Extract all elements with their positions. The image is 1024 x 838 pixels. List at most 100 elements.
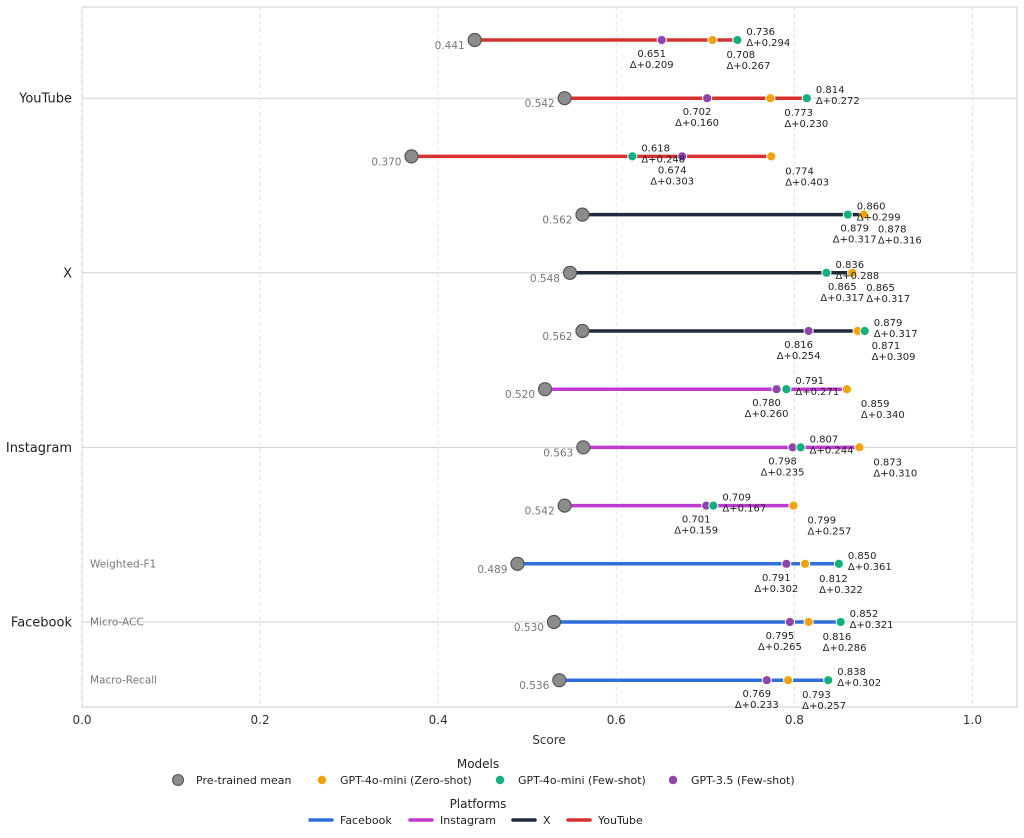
x-axis: 0.0 0.2 0.4 0.6 0.8 1.0 <box>72 713 982 727</box>
zero-shot-delta-label: Δ+0.403 <box>785 177 829 188</box>
zero-shot-delta-label: Δ+0.286 <box>823 643 867 654</box>
metric-label: Macro-Recall <box>90 675 157 687</box>
few-shot-point <box>795 442 806 453</box>
metric-label: Micro-ACC <box>90 617 144 629</box>
pretrained-value-label: 0.542 <box>525 506 555 518</box>
legend-models-title: Models <box>457 757 499 771</box>
zero-shot-value-label: 0.859 <box>861 399 890 410</box>
legend: Models Pre-trained mean GPT-4o-mini (Zero-… <box>171 757 795 827</box>
zero-shot-value-label: 0.871 <box>872 341 901 352</box>
zero-shot-point <box>803 616 814 628</box>
few-shot-value-label: 0.860 <box>857 202 886 213</box>
zero-shot-delta-label: Δ+0.322 <box>819 585 863 596</box>
gpt35-value-label: 0.798 <box>768 456 797 467</box>
gpt35-value-label: 0.816 <box>784 340 813 351</box>
zero-shot-point <box>707 34 718 46</box>
x-axis-label: Score <box>532 733 566 747</box>
zero-shot-delta-label: Δ+0.310 <box>873 468 917 479</box>
zero-shot-point <box>765 93 776 104</box>
few-shot-point <box>823 675 834 686</box>
zero-shot-point <box>783 675 794 686</box>
gpt35-delta-label: Δ+0.160 <box>675 118 719 129</box>
x-tick-label: 0.0 <box>72 713 91 727</box>
zero-shot-value-label: 0.793 <box>802 690 831 701</box>
pretrained-point <box>557 498 572 513</box>
y-category-label: X <box>63 266 72 281</box>
gpt35-value-label: 0.702 <box>683 107 712 118</box>
zero-shot-value-label: 0.865 <box>866 283 895 294</box>
gpt35-value-label: 0.674 <box>658 165 687 176</box>
zero-shot-point <box>858 209 869 220</box>
few-shot-delta-label: Δ+0.302 <box>837 678 881 689</box>
few-shot-delta-label: Δ+0.167 <box>722 504 766 515</box>
few-shot-value-label: 0.814 <box>816 85 845 96</box>
x-tick-label: 0.2 <box>251 713 270 727</box>
pretrained-point <box>510 556 525 571</box>
zero-shot-delta-label: Δ+0.257 <box>807 527 851 538</box>
few-shot-delta-label: Δ+0.271 <box>795 387 839 398</box>
pretrained-point <box>537 382 553 397</box>
few-shot-point <box>835 616 846 628</box>
zero-shot-value-label: 0.799 <box>807 516 836 527</box>
pretrained-value-label: 0.562 <box>542 331 572 343</box>
few-shot-point <box>627 151 638 162</box>
legend-platform-label: YouTube <box>597 814 643 827</box>
metric-label: Weighted-F1 <box>90 558 156 570</box>
x-tick-label: 0.8 <box>785 713 804 727</box>
legend-model-marker <box>668 775 678 785</box>
x-tick-label: 1.0 <box>963 713 982 727</box>
pretrained-value-label: 0.489 <box>477 564 507 576</box>
pretrained-point <box>557 91 572 106</box>
y-category-label: YouTube <box>18 92 72 107</box>
pretrained-point <box>404 149 419 164</box>
zero-shot-value-label: 0.773 <box>784 108 813 119</box>
legend-platforms-title: Platforms <box>450 797 507 811</box>
few-shot-delta-label: Δ+0.244 <box>810 445 854 456</box>
gpt35-delta-label: Δ+0.265 <box>758 642 802 653</box>
x-tick-label: 0.4 <box>429 713 448 727</box>
y-axis-categories: YouTube X Instagram Facebook Weighted-F1 Micr… <box>6 92 157 687</box>
gpt35-point <box>702 93 713 104</box>
few-shot-value-label: 0.879 <box>874 318 903 329</box>
zero-shot-value-label: 0.873 <box>873 457 902 468</box>
few-shot-delta-label: Δ+0.288 <box>835 271 879 282</box>
few-shot-point <box>708 500 719 511</box>
zero-shot-value-label: 0.708 <box>726 50 755 61</box>
gpt35-point <box>803 325 814 337</box>
zero-shot-point <box>854 442 865 453</box>
few-shot-delta-label: Δ+0.299 <box>857 213 901 224</box>
gpt35-point <box>781 558 792 569</box>
gpt35-delta-label: Δ+0.254 <box>777 351 821 362</box>
pretrained-point <box>575 207 590 222</box>
gpt35-delta-label: Δ+0.317 <box>833 235 877 246</box>
zero-shot-delta-label: Δ+0.309 <box>872 352 916 363</box>
few-shot-point <box>842 209 853 220</box>
gpt35-delta-label: Δ+0.260 <box>745 409 789 420</box>
pretrained-point <box>575 323 590 339</box>
pretrained-point <box>576 440 591 455</box>
gpt35-value-label: 0.769 <box>742 689 771 700</box>
few-shot-point <box>821 267 832 278</box>
gpt35-value-label: 0.865 <box>828 282 857 293</box>
pretrained-point <box>546 614 562 630</box>
pretrained-value-label: 0.370 <box>371 156 401 168</box>
few-shot-delta-label: Δ+0.272 <box>816 96 860 107</box>
few-shot-point <box>781 384 792 395</box>
gpt35-value-label: 0.879 <box>840 224 869 235</box>
legend-model-marker <box>495 775 505 785</box>
legend-model-marker <box>171 773 185 787</box>
few-shot-point <box>732 34 743 46</box>
gpt35-delta-label: Δ+0.317 <box>820 293 864 304</box>
zero-shot-value-label: 0.878 <box>878 225 907 236</box>
legend-model-label: GPT-4o-mini (Zero-shot) <box>340 774 472 787</box>
y-category-label: Facebook <box>11 616 73 631</box>
pretrained-value-label: 0.536 <box>519 680 549 692</box>
gpt35-value-label: 0.791 <box>762 573 791 584</box>
